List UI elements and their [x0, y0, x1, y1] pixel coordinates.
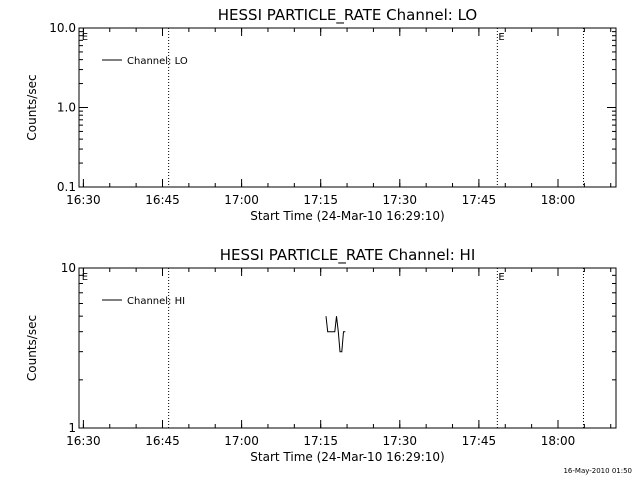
chart-1-x-axis-label: Start Time (24-Mar-10 16:29:10): [250, 450, 444, 464]
chart-1-x-tick-label: 17:45: [462, 434, 497, 448]
chart-0-x-tick-label: 17:30: [382, 193, 417, 207]
chart-0-title: HESSI PARTICLE_RATE Channel: LO: [218, 6, 477, 25]
chart-0-legend-label: Channel: LO: [127, 56, 188, 67]
timestamp-footer: 16-May-2010 01:50: [563, 467, 632, 475]
chart-1-x-tick-label: 17:30: [382, 434, 417, 448]
chart-1-flag-marker: E: [82, 272, 88, 283]
chart-0-y-tick-label: 0.1: [57, 180, 76, 194]
chart-panel-hi: HESSI PARTICLE_RATE Channel: HI 16:30 16:4…: [25, 246, 617, 464]
chart-0-x-tick-label: 16:30: [66, 193, 101, 207]
chart-1-series-line: [325, 316, 346, 353]
chart-0-x-tick-label: 17:00: [224, 193, 259, 207]
chart-0-y-tick-label: 1.0: [57, 101, 76, 115]
chart-1-y-axis-label: Counts/sec: [25, 315, 39, 381]
chart-0-x-axis-label: Start Time (24-Mar-10 16:29:10): [250, 209, 444, 223]
chart-0-x-tick-label: 18:00: [541, 193, 576, 207]
chart-1-x-tick-label: 17:15: [303, 434, 338, 448]
chart-1-x-tick-label: 16:30: [66, 434, 101, 448]
chart-0-x-tick-label: 17:15: [303, 193, 338, 207]
chart-1-x-tick-label: 16:45: [145, 434, 180, 448]
chart-0-flag-marker: E: [82, 32, 88, 43]
chart-0-y-axis-label: Counts/sec: [25, 74, 39, 140]
chart-0-y-tick-label: 10.0: [49, 21, 76, 35]
chart-1-x-tick-label: 18:00: [541, 434, 576, 448]
chart-panel-lo: HESSI PARTICLE_RATE Channel: LO 16:30 16:4…: [25, 6, 617, 223]
chart-1-y-tick-label: 10: [61, 261, 76, 275]
chart-1-x-tick-label: 17:00: [224, 434, 259, 448]
chart-1-y-tick-label: 1: [68, 421, 76, 435]
chart-1-legend-label: Channel: HI: [127, 296, 185, 307]
chart-1-flag-marker: E: [498, 272, 504, 283]
chart-0-x-tick-label: 16:45: [145, 193, 180, 207]
chart-1-title: HESSI PARTICLE_RATE Channel: HI: [220, 246, 476, 265]
chart-0-flag-marker: E: [498, 32, 504, 43]
chart-0-x-tick-label: 17:45: [462, 193, 497, 207]
